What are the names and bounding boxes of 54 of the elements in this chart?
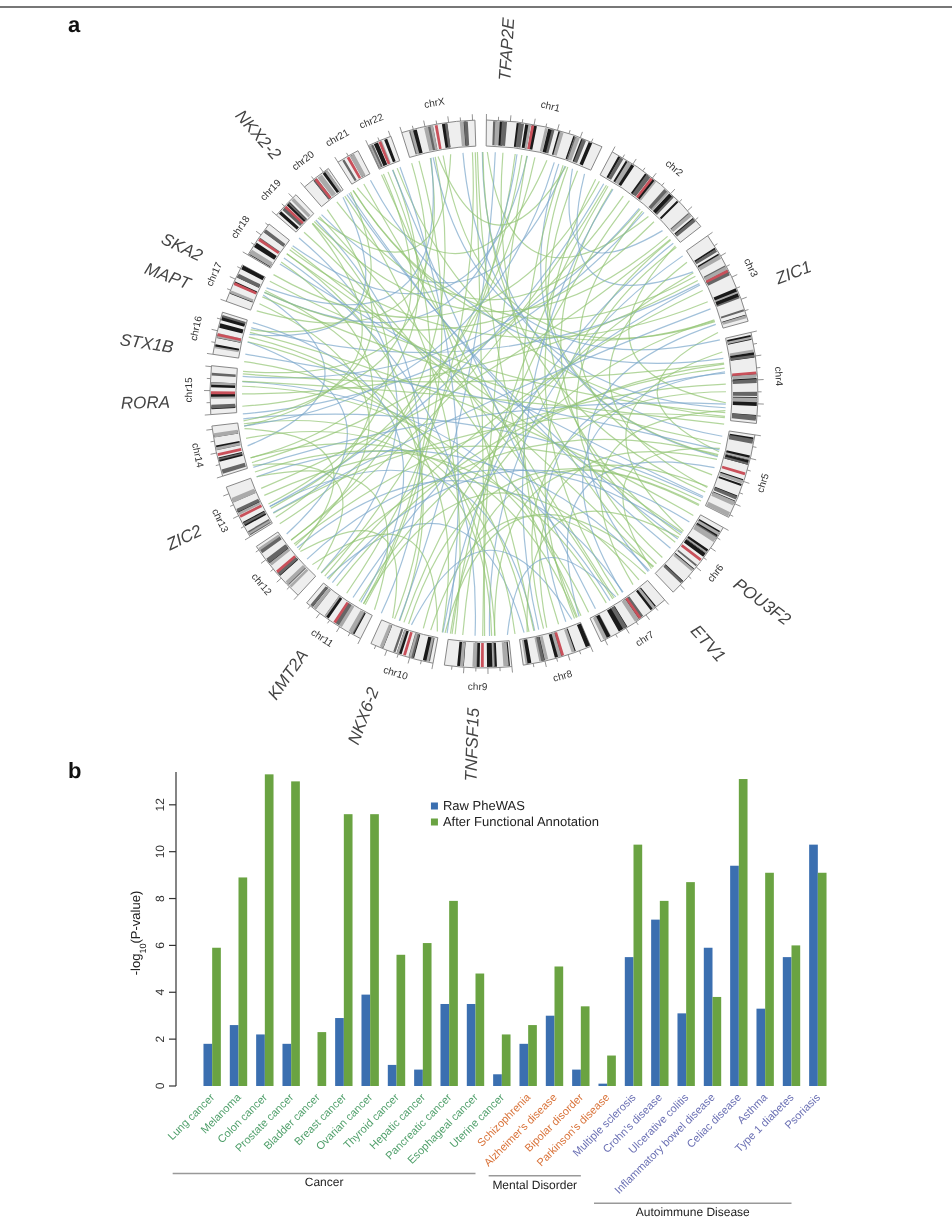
bar bbox=[572, 1069, 581, 1086]
bar bbox=[335, 1018, 344, 1086]
bar bbox=[756, 1008, 766, 1086]
bar bbox=[659, 900, 669, 1086]
bar bbox=[256, 1034, 265, 1086]
bar bbox=[264, 774, 274, 1086]
bar bbox=[607, 1055, 616, 1086]
bar bbox=[730, 865, 739, 1086]
bar bbox=[677, 1013, 687, 1086]
text: STX1B bbox=[118, 329, 176, 358]
bar bbox=[712, 996, 722, 1086]
bar bbox=[422, 943, 432, 1086]
bar bbox=[686, 882, 695, 1086]
bar bbox=[765, 872, 774, 1086]
bar bbox=[624, 957, 634, 1086]
bar bbox=[703, 947, 713, 1086]
bar bbox=[633, 844, 643, 1086]
bar bbox=[554, 966, 564, 1086]
bar bbox=[809, 844, 818, 1086]
bar bbox=[387, 1064, 397, 1086]
bar bbox=[493, 1074, 502, 1086]
text: RORA bbox=[120, 391, 171, 413]
bar bbox=[343, 814, 353, 1086]
bar bbox=[212, 947, 221, 1086]
bar bbox=[519, 1043, 529, 1086]
bar bbox=[229, 1025, 239, 1086]
bar bbox=[475, 973, 485, 1086]
text: a bbox=[68, 14, 82, 38]
bar bbox=[203, 1043, 213, 1086]
bar bbox=[782, 957, 792, 1086]
bar bbox=[466, 1003, 476, 1086]
bar bbox=[817, 872, 827, 1086]
annotation: TNFSF15 bbox=[460, 706, 484, 782]
bar bbox=[370, 814, 379, 1086]
bar bbox=[738, 779, 748, 1086]
bar bbox=[449, 900, 458, 1086]
chart-title: b bbox=[68, 760, 82, 784]
text: TFAP2E bbox=[494, 16, 519, 82]
bar bbox=[651, 919, 660, 1086]
bar bbox=[361, 994, 371, 1086]
bar bbox=[396, 954, 406, 1086]
bar bbox=[545, 1015, 555, 1086]
bar bbox=[414, 1069, 423, 1086]
bar bbox=[238, 877, 248, 1086]
bar bbox=[501, 1034, 511, 1086]
bar bbox=[440, 1003, 450, 1086]
bar bbox=[528, 1025, 537, 1086]
bar bbox=[282, 1043, 292, 1086]
bar bbox=[791, 945, 801, 1086]
bar bbox=[317, 1032, 327, 1086]
bar bbox=[291, 781, 300, 1086]
bar bbox=[580, 1006, 590, 1086]
text: ZIC1 bbox=[770, 255, 815, 289]
text: ZIC2 bbox=[161, 519, 206, 555]
